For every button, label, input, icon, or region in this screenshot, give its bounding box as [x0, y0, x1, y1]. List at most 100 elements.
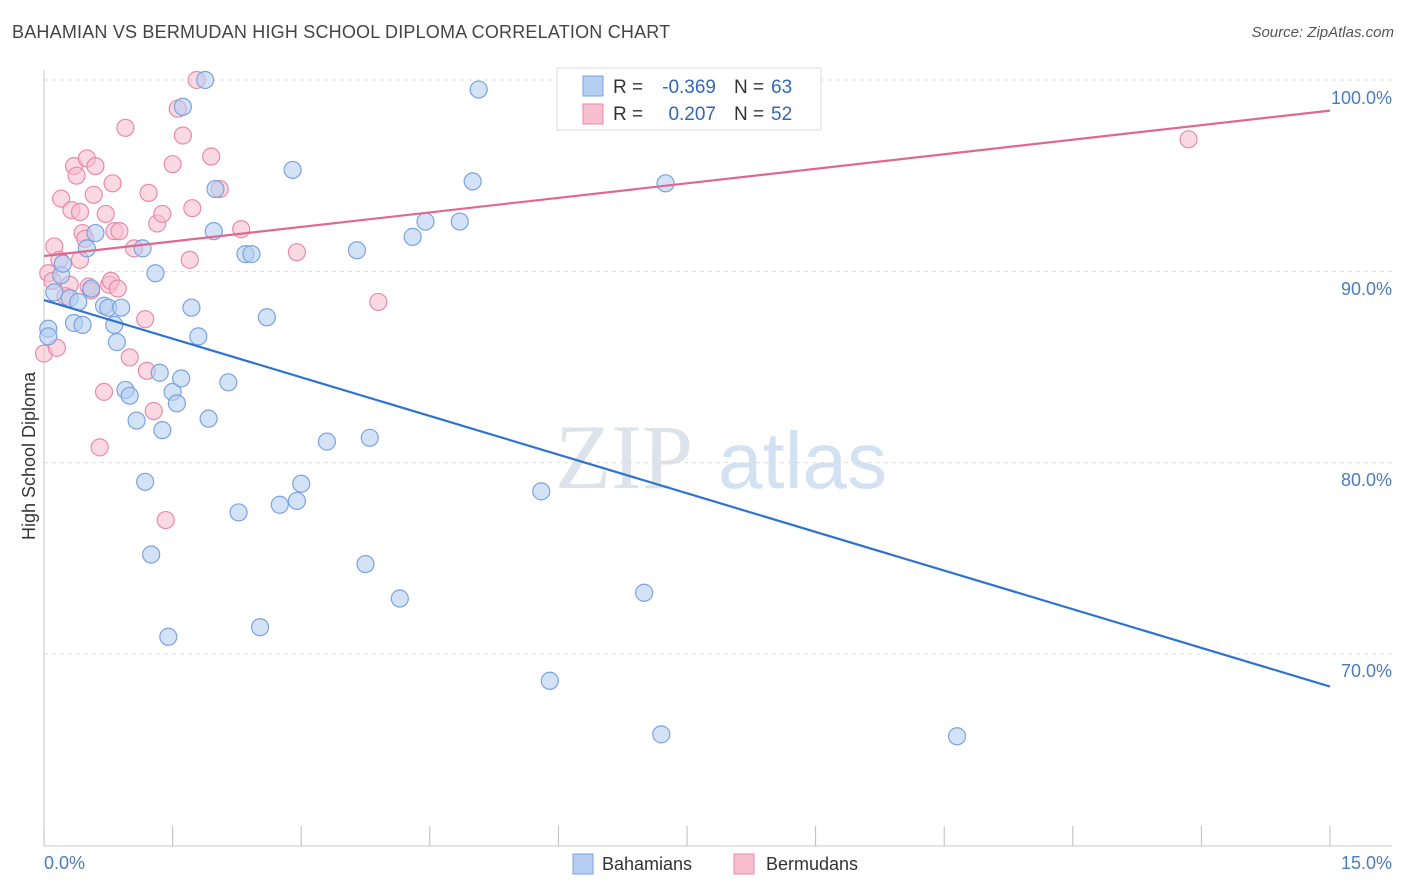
bermudans-point-37 [163, 155, 182, 174]
legend-label-bermudans: Bermudans [766, 854, 858, 874]
bahamians-point-50 [360, 428, 379, 447]
gridlines [44, 79, 1392, 655]
bermudans-point-32 [139, 183, 158, 202]
legend-n-label-bermudans: N = [734, 104, 764, 125]
bermudans-point-28 [120, 348, 139, 367]
bermudans-point-47 [369, 292, 388, 312]
y-axis-label: High School Diploma [19, 371, 39, 540]
bahamians-point-47 [317, 432, 337, 451]
bermudans-point-43 [202, 147, 221, 166]
watermark-atlas: atlas [718, 416, 887, 505]
x-axis-ticks [43, 826, 1331, 846]
y-tick-label-80: 80.0% [1341, 470, 1392, 490]
bahamians-point-55 [463, 172, 482, 191]
bahamians-point-31 [182, 298, 201, 317]
bahamians-point-43 [270, 495, 289, 514]
x-tick-label-min: 0.0% [44, 853, 85, 873]
y-tick-label-100: 100.0% [1331, 88, 1392, 108]
bahamians-point-57 [532, 482, 551, 501]
bahamians-point-37 [219, 373, 238, 392]
legend-n-value-bermudans: 52 [771, 104, 792, 125]
watermark-zip: ZIP [555, 406, 693, 508]
series-legend: Bahamians Bermudans [572, 853, 858, 875]
bermudans-point-18 [90, 438, 109, 457]
bermudans-point-35 [153, 204, 172, 224]
bermudans-point-39 [173, 126, 192, 145]
bahamians-point-53 [416, 212, 435, 231]
bahamians-point-46 [292, 474, 311, 493]
bahamians-point-48 [347, 241, 367, 260]
bahamians-point-10 [82, 279, 101, 298]
bahamians-point-36 [206, 179, 225, 199]
bermudans-point-20 [96, 204, 115, 224]
bahamians-point-34 [199, 409, 218, 428]
bahamians-point-42 [257, 308, 277, 327]
bahamians-point-61 [656, 174, 675, 193]
legend-r-value-bermudans: 0.207 [668, 104, 716, 125]
bahamians-point-28 [167, 394, 186, 413]
legend-swatch-bahamians [572, 853, 594, 875]
bermudans-point-26 [110, 222, 129, 241]
legend-n-value-bahamians: 63 [771, 77, 792, 98]
bahamians-point-52 [403, 227, 422, 246]
source-credit: Source: ZipAtlas.com [1251, 24, 1394, 41]
bahamians-point-23 [146, 264, 165, 283]
bermudans-point-30 [136, 310, 155, 329]
bahamians-point-58 [540, 671, 559, 690]
bermudans-point-19 [94, 382, 114, 401]
bahamians-point-25 [153, 421, 172, 440]
legend-n-label-bahamians: N = [734, 77, 764, 98]
legend-r-value-bahamians: -0.369 [662, 77, 716, 98]
bahamians-point-62 [947, 727, 967, 746]
legend-label-bahamians: Bahamians [602, 854, 692, 874]
bahamians-point-33 [196, 70, 215, 90]
bahamians-point-26 [159, 627, 178, 646]
chart-title: BAHAMIAN VS BERMUDAN HIGH SCHOOL DIPLOMA… [12, 22, 671, 42]
bahamians-point-9 [77, 239, 96, 258]
legend-r-label-bermudans: R = [613, 104, 643, 125]
bahamians-point-54 [450, 212, 469, 231]
bahamians-point-49 [356, 554, 375, 574]
bahamians-point-44 [283, 160, 302, 180]
bermudans-point-9 [67, 166, 86, 185]
bermudans-point-36 [156, 510, 175, 530]
bahamians-point-20 [133, 239, 152, 258]
bahamians-point-4 [53, 254, 72, 273]
bermudans-point-27 [116, 118, 135, 137]
legend-r-label-bahamians: R = [613, 77, 643, 98]
bahamians-point-30 [173, 97, 192, 116]
bahamians-point-11 [86, 223, 105, 243]
bahamians-point-45 [287, 491, 307, 511]
bermudans-point-48 [1179, 130, 1198, 149]
bermudans-point-5 [52, 189, 71, 208]
bahamians-point-22 [142, 545, 161, 564]
bahamians-point-24 [150, 363, 169, 382]
stats-legend-swatch-bahamians [582, 75, 604, 97]
bahamians-point-2 [45, 283, 64, 302]
bermudans-point-46 [287, 243, 307, 262]
bahamians-point-56 [469, 80, 488, 99]
bahamians-point-16 [112, 298, 131, 317]
bermudans-point-10 [70, 202, 90, 222]
bahamians-point-59 [635, 583, 654, 602]
bermudans-trend-line [43, 109, 1331, 258]
bahamians-points [39, 70, 967, 746]
bahamians-trend-line [43, 298, 1331, 688]
bahamians-point-32 [189, 327, 208, 346]
bahamians-point-60 [652, 725, 671, 744]
x-tick-label-max: 15.0% [1341, 853, 1392, 873]
stats-legend-swatch-bermudans [582, 103, 604, 125]
bahamians-point-40 [242, 245, 261, 264]
bermudans-point-33 [144, 401, 163, 421]
bermudans-point-16 [84, 185, 103, 204]
bahamians-point-21 [136, 472, 155, 491]
bahamians-point-29 [172, 369, 191, 388]
bermudans-point-25 [108, 279, 127, 298]
stats-legend: R = -0.369 N = 63 R = 0.207 N = 52 [556, 67, 822, 131]
legend-swatch-bermudans [733, 853, 755, 875]
bahamians-point-15 [107, 333, 126, 352]
bahamians-point-1 [39, 327, 58, 346]
bahamians-point-18 [120, 386, 139, 405]
bermudans-point-23 [103, 174, 122, 193]
